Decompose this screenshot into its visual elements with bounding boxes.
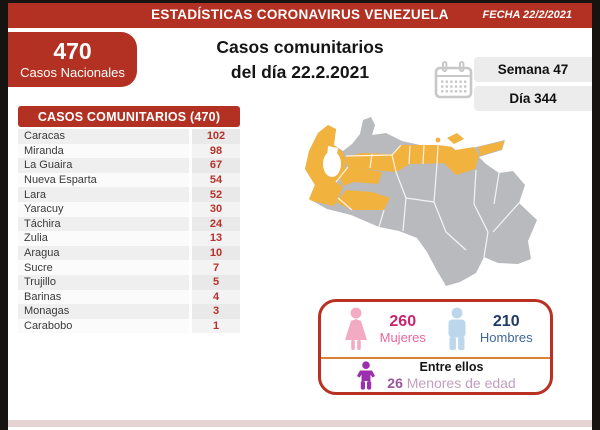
national-cases-label: Casos Nacionales (20, 65, 125, 81)
state-cases: 54 (192, 172, 240, 188)
state-name: La Guaira (18, 158, 189, 173)
venezuela-map (305, 117, 537, 286)
cases-table-header: CASOS COMUNITARIOS (470) (18, 106, 240, 127)
men-count: 210 (492, 312, 520, 330)
state-cases: 4 (192, 289, 240, 305)
state-name: Barinas (18, 289, 189, 305)
state-name: Caracas (18, 129, 189, 144)
men-label: Hombres (479, 330, 533, 346)
header-date: FECHA 22/2/2021 (482, 9, 572, 21)
women-label: Mujeres (379, 330, 426, 346)
state-cases: 13 (192, 231, 240, 246)
state-name: Lara (18, 187, 189, 202)
table-row: Nueva Esparta 54 (18, 172, 240, 188)
table-row: Aragua 10 (18, 245, 240, 261)
minors-label: Menores de edad (406, 374, 516, 391)
state-cases: 30 (192, 201, 240, 217)
page-title-line2: del día 22.2.2021 (230, 62, 370, 83)
state-cases: 24 (192, 216, 240, 232)
page-title: Casos comunitarios del día 22.2.2021 (150, 35, 450, 86)
stats-divider (321, 357, 550, 359)
gender-stats-row: 260 Mujeres 210 Hombres (321, 302, 550, 357)
header-title: ESTADÍSTICAS CORONAVIRUS VENEZUELA (151, 7, 449, 22)
table-row: Sucre 7 (18, 260, 240, 275)
minors-count: 26 (387, 374, 403, 391)
state-name: Monagas (18, 304, 189, 319)
week-badge: Semana 47 (474, 57, 592, 82)
state-cases: 7 (192, 260, 240, 275)
state-name: Miranda (18, 143, 189, 159)
men-stat: 210 Hombres (436, 307, 541, 353)
day-badge: Día 344 (474, 86, 592, 111)
female-icon (344, 307, 367, 350)
cases-table-rows: Caracas 102 Miranda 98 La Guaira 67 Nueva Espa… (18, 129, 240, 334)
state-cases: 5 (192, 274, 240, 290)
women-stat: 260 Mujeres (331, 307, 436, 353)
left-black-edge (0, 0, 8, 430)
table-row: Zulia 13 (18, 231, 240, 246)
state-name: Nueva Esparta (18, 172, 189, 188)
bottom-accent-strip (8, 420, 592, 427)
table-row: Trujillo 5 (18, 274, 240, 290)
male-icon (448, 307, 466, 350)
state-name: Sucre (18, 260, 189, 275)
state-cases: 1 (192, 318, 240, 334)
gender-stats-box: 260 Mujeres 210 Hombres (318, 299, 553, 395)
state-cases: 10 (192, 245, 240, 261)
national-cases-count: 470 (53, 37, 92, 64)
state-cases: 3 (192, 304, 240, 319)
calendar-icon (434, 61, 473, 99)
page-title-line1: Casos comunitarios (216, 37, 384, 57)
state-name: Trujillo (18, 274, 189, 290)
state-name: Táchira (18, 216, 189, 232)
minors-line: 26 Menores de edad (387, 375, 515, 392)
table-row: Monagas 3 (18, 304, 240, 319)
state-name: Carabobo (18, 318, 189, 334)
table-row: Caracas 102 (18, 129, 240, 144)
minors-stat: Entre ellos 26 Menores de edad (321, 359, 550, 392)
national-cases-box: 470 Casos Nacionales (8, 32, 137, 87)
table-row: Barinas 4 (18, 289, 240, 305)
table-row: Lara 52 (18, 187, 240, 202)
table-row: Miranda 98 (18, 143, 240, 159)
map-lake-maracaibo (323, 146, 341, 177)
women-count: 260 (389, 312, 417, 330)
state-name: Aragua (18, 245, 189, 261)
state-name: Zulia (18, 231, 189, 246)
state-cases: 67 (192, 158, 240, 173)
minors-intro: Entre ellos (419, 359, 484, 374)
right-black-edge (592, 0, 600, 430)
table-row: Carabobo 1 (18, 318, 240, 334)
state-cases: 102 (192, 129, 240, 144)
top-border (0, 0, 600, 3)
table-row: La Guaira 67 (18, 158, 240, 173)
state-cases: 52 (192, 187, 240, 202)
map-state-borders (335, 144, 520, 258)
state-name: Yaracuy (18, 201, 189, 217)
header-bar: ESTADÍSTICAS CORONAVIRUS VENEZUELA FECHA… (0, 3, 600, 28)
state-cases: 98 (192, 143, 240, 159)
child-icon (357, 360, 376, 390)
table-row: Yaracuy 30 (18, 201, 240, 217)
table-row: Táchira 24 (18, 216, 240, 232)
